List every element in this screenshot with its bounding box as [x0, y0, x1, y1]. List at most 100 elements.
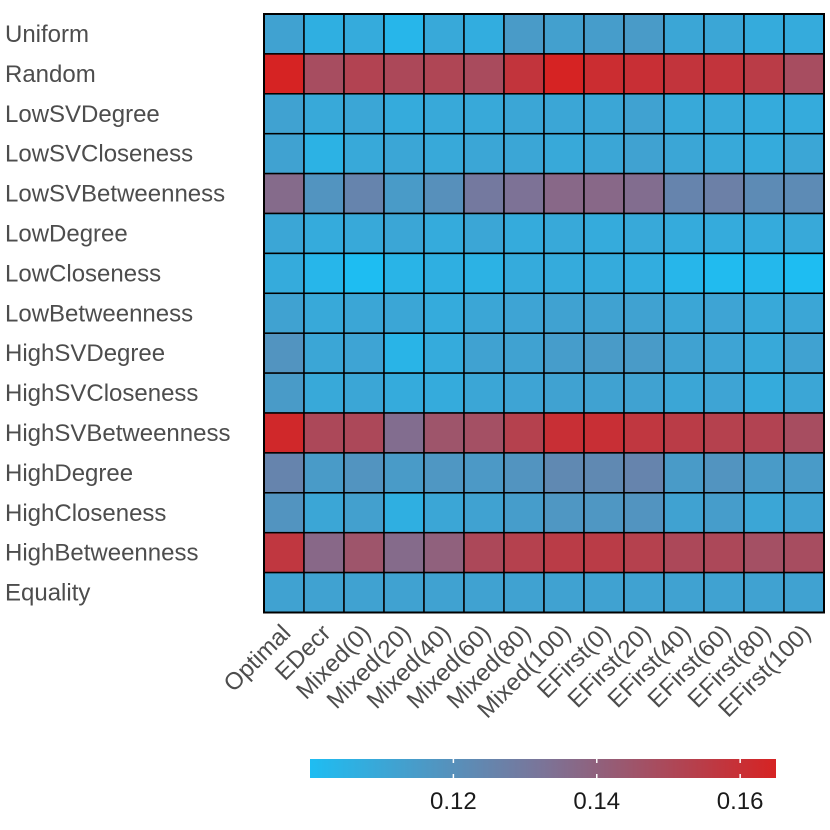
heatmap-cell: [543, 212, 585, 255]
heatmap-cell: [543, 252, 585, 295]
heatmap-cell: [383, 292, 425, 334]
heatmap-cell: [583, 372, 625, 414]
heatmap-cell: [743, 571, 785, 614]
heatmap-cell: [463, 212, 505, 255]
heatmap-cell: [343, 571, 385, 614]
heatmap-cell: [703, 172, 745, 215]
heatmap-cell: [703, 252, 745, 295]
heatmap-cell: [743, 492, 785, 534]
heatmap-cell: [703, 332, 745, 374]
colorbar-tick-label: 0.12: [430, 788, 477, 815]
plot-border: [263, 13, 825, 614]
heatmap-cell: [543, 372, 585, 414]
heatmap-cell: [743, 292, 785, 334]
heatmap-cell: [583, 412, 625, 454]
heatmap-cell: [743, 172, 785, 215]
heatmap-cell: [663, 332, 705, 374]
heatmap-cell: [623, 492, 665, 534]
row-label: HighCloseness: [5, 500, 166, 527]
row-labels: Uniform Random LowSVDegree LowSVCloseness Lo…: [5, 21, 230, 607]
heatmap-cell: [343, 53, 385, 95]
heatmap-cell: [743, 93, 785, 135]
heatmap-cell: [663, 93, 705, 135]
heatmap-cell: [663, 172, 705, 215]
heatmap-cell: [303, 132, 345, 175]
heatmap-cell: [703, 292, 745, 334]
heatmap-cell: [383, 252, 425, 295]
heatmap-cell: [263, 452, 305, 494]
heatmap-cell: [383, 372, 425, 414]
heatmap-cell: [383, 492, 425, 534]
heatmap-cell: [423, 212, 465, 255]
heatmap-cell: [343, 492, 385, 534]
heatmap-cell: [743, 372, 785, 414]
heatmap-cell: [383, 53, 425, 95]
colorbar: 0.12 0.14 0.16: [310, 759, 776, 815]
heatmap-cell: [303, 492, 345, 534]
heatmap-cell: [463, 13, 505, 55]
heatmap-cell: [303, 93, 345, 135]
heatmap-cell: [743, 452, 785, 494]
heatmap-cell: [423, 492, 465, 534]
heatmap-cell: [743, 531, 785, 574]
heatmap-cell: [343, 132, 385, 175]
heatmap-cell: [303, 252, 345, 295]
heatmap-cell: [343, 13, 385, 55]
heatmap-cell: [303, 13, 345, 55]
heatmap-cell: [463, 531, 505, 574]
column-labels: OptimalEDecrMixed(0)Mixed(20)Mixed(40)Mi…: [219, 620, 817, 724]
heatmap-cell: [383, 13, 425, 55]
heatmap-cell: [463, 172, 505, 215]
heatmap-cell: [663, 412, 705, 454]
heatmap-cell: [423, 13, 465, 55]
heatmap-cell: [263, 292, 305, 334]
heatmap-cell: [263, 492, 305, 534]
colorbar-tick-label: 0.16: [717, 788, 764, 815]
heatmap-cell: [623, 13, 665, 55]
heatmap-cell: [343, 531, 385, 574]
heatmap-cell: [623, 332, 665, 374]
heatmap-cell: [263, 332, 305, 374]
heatmap-cell: [343, 372, 385, 414]
heatmap-cell: [783, 571, 825, 614]
colorbar-tick-label: 0.14: [573, 788, 620, 815]
heatmap-cell: [463, 412, 505, 454]
heatmap-cell: [463, 452, 505, 494]
heatmap-cell: [423, 332, 465, 374]
heatmap-cell: [703, 571, 745, 614]
heatmap-cell: [543, 492, 585, 534]
heatmap-cell: [263, 93, 305, 135]
colorbar-gradient: [310, 759, 776, 778]
heatmap-cell: [383, 531, 425, 574]
heatmap-cell: [703, 412, 745, 454]
heatmap-cell: [263, 13, 305, 55]
heatmap-cell: [583, 571, 625, 614]
row-label: LowSVBetweenness: [5, 181, 225, 208]
heatmap-cell: [663, 292, 705, 334]
row-label: LowCloseness: [5, 260, 161, 287]
heatmap-cell: [663, 372, 705, 414]
heatmap-cell: [583, 332, 625, 374]
heatmap-cell: [463, 372, 505, 414]
heatmap-cell: [303, 372, 345, 414]
heatmap-cell: [663, 531, 705, 574]
heatmap-cell: [583, 492, 625, 534]
heatmap-cell: [703, 93, 745, 135]
row-label: Equality: [5, 580, 90, 607]
heatmap-cell: [343, 292, 385, 334]
heatmap-cell: [343, 452, 385, 494]
heatmap-cell: [303, 172, 345, 215]
heatmap-cell: [543, 292, 585, 334]
heatmap-cell: [303, 452, 345, 494]
heatmap-cell: [783, 93, 825, 135]
heatmap-cell: [503, 452, 545, 494]
heatmap-cell: [583, 252, 625, 295]
heatmap-cell: [343, 172, 385, 215]
heatmap-cell: [423, 252, 465, 295]
heatmap-cell: [503, 212, 545, 255]
heatmap-cell: [783, 531, 825, 574]
heatmap-cell: [463, 93, 505, 135]
heatmap-cell: [623, 571, 665, 614]
heatmap-cell: [783, 452, 825, 494]
heatmap-cell: [503, 412, 545, 454]
